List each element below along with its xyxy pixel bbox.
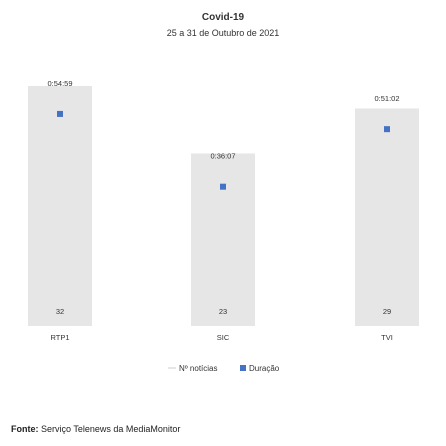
bar-value-label: 32: [56, 307, 64, 316]
duration-marker: [57, 110, 63, 117]
legend-label-duracao: Duração: [249, 364, 280, 373]
source-label: Fonte:: [11, 424, 39, 434]
bar-value-label: 29: [383, 307, 391, 316]
legend-label-noticias: Nº notícias: [179, 364, 218, 373]
bar-value-label: 23: [219, 307, 227, 316]
category-label: SIC: [217, 333, 230, 342]
duration-label: 0:54:59: [47, 79, 72, 88]
source-text: Serviço Telenews da MediaMonitor: [41, 424, 181, 434]
duration-label: 0:36:07: [210, 152, 235, 161]
category-label: TVI: [381, 333, 393, 342]
chart-title: Covid-19: [202, 12, 245, 23]
bar-sic: [191, 153, 255, 326]
chart-subtitle: 25 a 31 de Outubro de 2021: [167, 28, 280, 38]
category-label: RTP1: [50, 333, 69, 342]
duration-marker: [384, 126, 390, 133]
duration-marker: [220, 183, 226, 190]
duration-label: 0:51:02: [374, 94, 399, 103]
source-note: Fonte: Serviço Telenews da MediaMonitor: [11, 424, 180, 434]
legend: Nº notícias Duração: [168, 364, 280, 373]
plot-area: 32 RTP1 0:54:59 23 SIC 0:36:07 29 TVI 0:51:02: [28, 79, 419, 342]
bar-rtp1: [28, 86, 92, 326]
bar-tvi: [355, 108, 419, 326]
legend-swatch-duracao: [240, 365, 246, 371]
